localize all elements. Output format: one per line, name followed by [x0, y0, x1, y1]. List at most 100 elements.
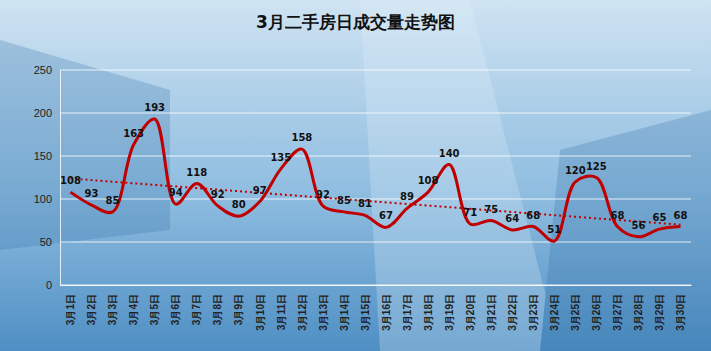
data-label: 108: [418, 175, 439, 186]
y-tick: 250: [34, 64, 60, 76]
grid-line: [60, 199, 691, 200]
y-tick: 200: [34, 107, 60, 119]
x-tick-label: 3月3日: [107, 294, 118, 325]
data-label: 120: [565, 165, 586, 176]
data-label: 118: [186, 167, 207, 178]
data-label: 158: [291, 132, 312, 143]
data-label: 64: [505, 213, 519, 224]
x-tick: 3月7日: [191, 285, 202, 325]
x-tick: 3月12日: [297, 285, 308, 331]
data-label: 89: [400, 191, 414, 202]
x-tick: 3月13日: [318, 285, 329, 331]
x-tick: 3月19日: [444, 285, 455, 331]
x-tick-label: 3月22日: [507, 294, 518, 331]
x-tick: 3月1日: [65, 285, 76, 325]
y-axis: 0 50 100 150 200 250: [34, 64, 61, 291]
x-tick-label: 3月12日: [297, 294, 308, 331]
x-tick-label: 3月24日: [549, 294, 560, 331]
x-tick-label: 3月25日: [570, 294, 581, 331]
trend-line: [71, 178, 681, 224]
x-tick: 3月21日: [486, 285, 497, 331]
y-tick: 100: [34, 193, 60, 205]
data-label: 135: [270, 152, 291, 163]
x-tick: 3月4日: [128, 285, 139, 325]
y-tick-label: 250: [34, 64, 52, 76]
y-tick: 150: [34, 150, 60, 162]
x-tick-label: 3月23日: [528, 294, 539, 331]
x-tick: 3月11日: [276, 285, 287, 330]
x-tick: 3月15日: [360, 285, 371, 331]
x-tick: 3月16日: [381, 285, 392, 331]
data-label: 93: [85, 188, 99, 199]
x-tick: 3月8日: [212, 285, 223, 325]
data-label: 108: [60, 175, 81, 186]
x-tick-label: 3月1日: [65, 294, 76, 325]
x-tick: 3月27日: [612, 285, 623, 331]
data-line: [71, 119, 681, 241]
x-tick-label: 3月18日: [423, 294, 434, 331]
data-label: 85: [106, 195, 120, 206]
x-tick-label: 3月16日: [381, 294, 392, 331]
x-tick-label: 3月21日: [486, 294, 497, 331]
data-labels: 1089385163193941189280971351589285816789…: [60, 102, 687, 235]
data-label: 81: [358, 198, 372, 209]
x-tick-label: 3月14日: [339, 294, 350, 331]
x-tick-label: 3月19日: [444, 294, 455, 331]
x-tick: 3月24日: [549, 285, 560, 331]
x-tick-label: 3月28日: [633, 294, 644, 331]
x-tick-label: 3月20日: [465, 294, 476, 331]
y-tick-label: 200: [34, 107, 52, 119]
x-tick: 3月5日: [149, 285, 160, 325]
x-tick-label: 3月26日: [591, 294, 602, 331]
background: [0, 0, 711, 351]
x-tick-label: 3月11日: [276, 294, 287, 330]
x-tick: 3月18日: [423, 285, 434, 331]
x-tick-label: 3月2日: [86, 294, 97, 325]
data-label: 75: [484, 204, 498, 215]
data-label: 97: [253, 185, 267, 196]
x-tick-label: 3月4日: [128, 294, 139, 325]
data-label: 67: [379, 210, 393, 221]
x-tick-label: 3月15日: [360, 294, 371, 331]
x-tick-label: 3月27日: [612, 294, 623, 331]
background-buildings: [0, 0, 711, 351]
data-label: 56: [631, 220, 645, 231]
x-tick-label: 3月5日: [149, 294, 160, 325]
data-label: 71: [463, 207, 477, 218]
x-tick: 3月25日: [570, 285, 581, 331]
data-label: 94: [169, 187, 183, 198]
data-label: 125: [586, 161, 607, 172]
grid-line: [60, 242, 691, 243]
data-label: 51: [547, 224, 561, 235]
data-label: 163: [123, 128, 144, 139]
x-tick: 3月9日: [233, 285, 244, 325]
data-label: 68: [610, 210, 624, 221]
y-tick: 50: [40, 236, 60, 248]
x-tick: 3月29日: [654, 285, 665, 331]
data-label: 68: [526, 210, 540, 221]
x-tick: 3月23日: [528, 285, 539, 331]
x-tick-label: 3月17日: [402, 294, 413, 331]
x-tick: 3月14日: [339, 285, 350, 331]
x-tick: 3月3日: [107, 285, 118, 325]
x-tick: 3月2日: [86, 285, 97, 325]
grid-line: [60, 285, 691, 286]
chart: 0 50 100 150 200 250 3月1日 3月2日 3月3日 3月4日 3月5日 3月6日 3…: [0, 0, 711, 351]
data-label: 193: [144, 102, 165, 113]
grid: [60, 70, 691, 285]
data-label: 92: [211, 189, 225, 200]
data-label: 140: [439, 148, 460, 159]
x-tick: 3月6日: [170, 285, 181, 325]
x-tick: 3月28日: [633, 285, 644, 331]
x-tick: 3月26日: [591, 285, 602, 331]
data-label: 92: [316, 189, 330, 200]
y-tick-label: 100: [34, 193, 52, 205]
x-tick-label: 3月13日: [318, 294, 329, 331]
x-tick-label: 3月9日: [233, 294, 244, 325]
x-tick-label: 3月30日: [675, 294, 686, 331]
y-tick-label: 50: [40, 236, 52, 248]
y-tick-label: 150: [34, 150, 52, 162]
y-tick: 0: [46, 279, 60, 291]
y-tick-label: 0: [46, 279, 52, 291]
grid-line: [60, 156, 691, 157]
